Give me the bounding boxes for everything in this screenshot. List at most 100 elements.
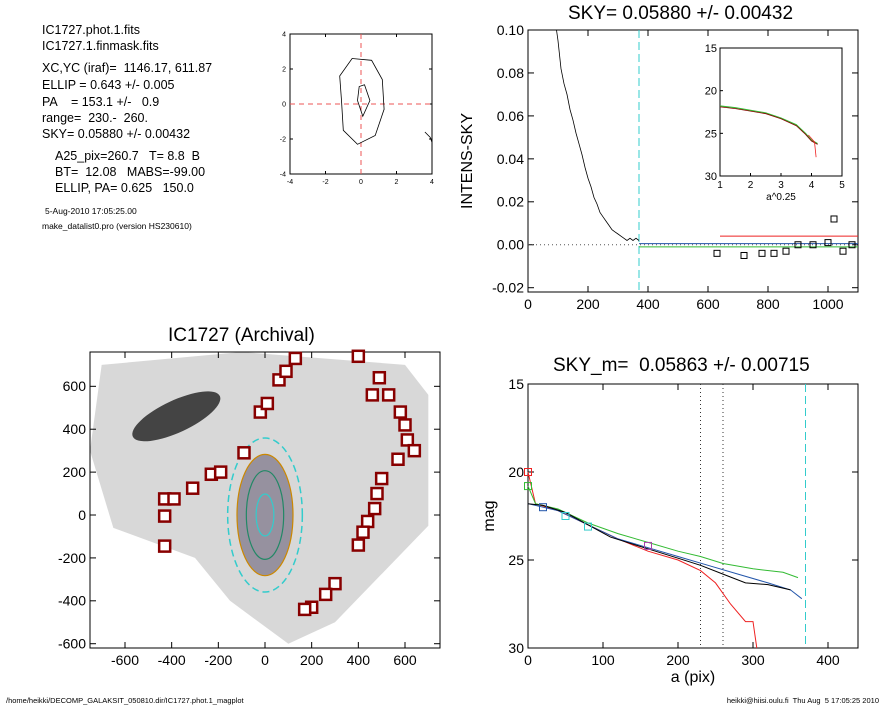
- x-tick-label: -2: [322, 179, 328, 186]
- outer-square: [770, 249, 778, 257]
- inset-y-tick-label: 20: [705, 86, 717, 98]
- range: range= 230.- 260.: [42, 111, 148, 125]
- y-tick-label: 0: [78, 507, 86, 523]
- y-tick-label: 15: [508, 376, 524, 392]
- y-tick-label: -0.02: [492, 280, 524, 296]
- mask-square: [213, 465, 228, 479]
- mask-square: [407, 443, 422, 458]
- file-name-1: IC1727.phot.1.fits: [42, 23, 140, 37]
- mag-square: [561, 512, 570, 520]
- inset-y-tick-label: 25: [705, 128, 717, 140]
- mask-square: [374, 471, 389, 486]
- mag-square: [539, 503, 547, 512]
- inset-x-label: a^0.25: [766, 192, 796, 203]
- mask-square: [367, 501, 382, 516]
- mag-series-line: [527, 503, 791, 591]
- sky-chart-title: SKY= 0.05880 +/- 0.00432: [568, 3, 794, 24]
- sky-frame: [527, 29, 859, 293]
- x-tick-label: 0: [359, 179, 363, 186]
- x-tick-label: 4: [430, 179, 434, 186]
- x-tick-label: 1000: [812, 296, 843, 312]
- x-tick-label: -200: [204, 652, 232, 668]
- program-version: make_datalist0.pro (version HS230610): [42, 221, 192, 231]
- mag-chart-title: SKY_m= 0.05863 +/- 0.00715: [553, 355, 810, 376]
- mag-series-line: [527, 503, 803, 600]
- mag-series-line: [527, 471, 758, 649]
- y-tick-label: 0: [282, 101, 286, 108]
- file-name-2: IC1727.1.finmask.fits: [42, 39, 159, 53]
- x-tick-label: -400: [158, 652, 186, 668]
- x-tick-label: 0: [524, 652, 532, 668]
- x-tick-label: -4: [287, 179, 293, 186]
- mask-square: [372, 370, 387, 385]
- inset-x-tick-label: 1: [717, 180, 723, 191]
- mask-square: [351, 538, 366, 552]
- x-tick-label: 200: [300, 652, 324, 668]
- inset-curve-green: [719, 105, 818, 145]
- x-axis-label: a (pix): [671, 669, 715, 686]
- y-tick-label: -2: [280, 136, 286, 143]
- x-tick-label: -600: [111, 652, 139, 668]
- mag-square: [644, 541, 652, 550]
- mag-square: [524, 468, 532, 476]
- x-tick-label: 2: [395, 179, 399, 186]
- y-tick-label: 0.08: [497, 65, 524, 81]
- x-tick-label: 400: [816, 652, 840, 668]
- outer-square: [839, 247, 847, 255]
- mag-square: [524, 482, 532, 491]
- y-tick-label: 2: [282, 66, 286, 73]
- y-tick-label: -400: [58, 593, 86, 609]
- contour-line: [424, 131, 433, 143]
- mag-square: [584, 522, 592, 531]
- x-tick-label: 400: [347, 652, 371, 668]
- y-tick-label: 0.04: [497, 151, 524, 167]
- mask-square: [288, 351, 303, 366]
- mask-square: [318, 587, 333, 602]
- mask-square: [328, 576, 342, 591]
- mask-square: [185, 481, 200, 495]
- inset-x-tick-label: 2: [748, 180, 754, 191]
- galaxy-image-plot: -600 -400 -200 0 200 400 600 -600 -400 -200 0 200 40…: [58, 349, 441, 668]
- y-tick-label: 30: [508, 640, 524, 656]
- y-tick-label: 200: [63, 464, 87, 480]
- mask-square: [400, 433, 415, 447]
- x-tick-label: 300: [741, 652, 765, 668]
- y-tick-label: 0.02: [497, 194, 524, 210]
- inset-x-tick-label: 5: [839, 180, 845, 191]
- image-title: IC1727 (Archival): [168, 325, 315, 346]
- mask-square: [360, 514, 375, 529]
- outer-square: [809, 241, 817, 249]
- mag-frame: [527, 383, 859, 649]
- inset-tail-red: [808, 134, 817, 158]
- outer-square: [824, 239, 832, 247]
- timestamp: 5-Aug-2010 17:05:25.00: [45, 206, 137, 216]
- y-tick-label: 0.00: [497, 237, 524, 253]
- x-tick-label: 0: [261, 652, 269, 668]
- y-tick-label: -200: [58, 550, 86, 566]
- y-tick-label: 0.10: [497, 22, 524, 38]
- x-tick-label: 400: [636, 296, 660, 312]
- inset-curve-red: [719, 106, 818, 145]
- mask-square: [279, 364, 293, 379]
- mask-square: [365, 388, 380, 402]
- y-tick-label: -4: [280, 171, 286, 178]
- inset-y-tick-label: 30: [705, 171, 717, 183]
- footer-user: heikki@hiisi.oulu.fi Thu Aug 5 17:05:25 …: [726, 696, 879, 705]
- isophote-ellipse: [226, 437, 304, 593]
- mask-square: [381, 388, 396, 402]
- a25-pix: A25_pix=260.7 T= 8.8 B: [55, 149, 201, 163]
- y-tick-label: -600: [58, 636, 86, 652]
- mag-profile-plot: 0 100 200 300 400 15 20 25 30 a (pix) mag: [481, 376, 859, 686]
- position-angle: PA = 153.1 +/- 0.9: [42, 95, 160, 109]
- isophote-ellipse: [236, 453, 294, 577]
- y-tick-label: 0.06: [497, 108, 524, 124]
- y-tick-label: 20: [508, 464, 524, 480]
- mask-square: [272, 373, 286, 387]
- x-tick-label: 0: [524, 296, 532, 312]
- mask-square: [260, 396, 275, 411]
- inset-y-tick-label: 15: [705, 43, 717, 55]
- outer-square: [830, 215, 838, 223]
- outer-square: [713, 249, 721, 257]
- inset-x-tick-label: 4: [809, 180, 815, 191]
